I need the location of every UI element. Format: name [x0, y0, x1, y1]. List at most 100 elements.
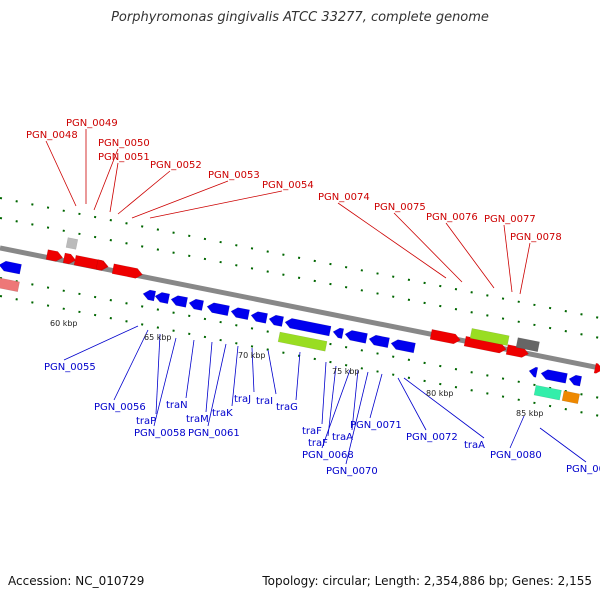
reverse-gene-label: PGN_0056 [94, 402, 146, 413]
gene-arrow [230, 307, 250, 321]
forward-gene-label: PGN_0050 [98, 138, 150, 149]
reverse-gene-label: PGN_0081 [566, 464, 600, 475]
gene-arrow [515, 337, 540, 353]
forward-leader-line [131, 180, 229, 219]
gene-arrow [250, 311, 268, 324]
reverse-gene-label: traA [464, 440, 485, 451]
leader-line-group [45, 129, 587, 465]
reverse-gene-label: traF [302, 426, 322, 437]
scale-tick-label: 70 kbp [238, 351, 266, 360]
forward-gene-label: PGN_0054 [262, 180, 314, 191]
gene-arrow [344, 330, 368, 344]
gene-arrow [65, 237, 79, 250]
gene-arrow [277, 331, 328, 352]
gene-arrow [561, 390, 580, 405]
gene-arrow [268, 314, 285, 327]
reverse-leader-line [351, 369, 359, 431]
gene-arrow [568, 374, 583, 387]
reverse-leader-line [397, 377, 427, 431]
reverse-gene-label: PGN_0080 [490, 450, 542, 461]
forward-gene-label: PGN_0053 [208, 170, 260, 181]
gene-arrow [111, 263, 143, 279]
gene-arrow [0, 277, 20, 293]
scale-tick-label: 65 kbp [144, 333, 172, 342]
scale-tick-label: 80 kbp [426, 389, 454, 398]
reverse-leader-line [267, 349, 277, 395]
reverse-leader-line [345, 371, 369, 465]
reverse-leader-line [321, 369, 351, 449]
forward-gene-label: PGN_0051 [98, 152, 150, 163]
forward-dot-track-inner [0, 217, 600, 339]
gene-arrow [154, 292, 171, 305]
forward-gene-label: PGN_0052 [150, 160, 202, 171]
gene-arrow [390, 339, 416, 354]
gene-arrow [62, 252, 77, 265]
forward-leader-line [109, 162, 119, 213]
gene-arrow [170, 295, 188, 308]
reverse-gene-label: PGN_0071 [350, 420, 402, 431]
forward-leader-line [445, 222, 495, 289]
reverse-leader-line [207, 343, 227, 427]
scale-tick-label: 60 kbp [50, 319, 78, 328]
gene-arrow [593, 362, 600, 374]
gene-arrow [533, 384, 562, 401]
gene-arrow [284, 318, 332, 337]
reverse-leader-line [321, 361, 327, 425]
forward-gene-label: PGN_0078 [510, 232, 562, 243]
gene-arrow [429, 329, 461, 345]
forward-leader-line [45, 140, 77, 207]
reverse-leader-line [185, 339, 195, 399]
reverse-gene-label: traJ [234, 394, 251, 405]
forward-leader-line [93, 148, 119, 211]
forward-gene-label: PGN_0048 [26, 130, 78, 141]
genome-title: Porphyromonas gingivalis ATCC 33277, com… [111, 10, 489, 25]
reverse-leader-line [509, 415, 525, 449]
reverse-gene-label: traG [276, 402, 298, 413]
reverse-gene-label: traM [186, 414, 209, 425]
scale-tick-label: 75 kbp [332, 367, 360, 376]
reverse-gene-label: traP [136, 416, 156, 427]
scale-tick-group: 60 kbp 65 kbp 70 kbp 75 kbp 80 kbp 85 kbp [50, 319, 544, 418]
gene-arrow [206, 302, 230, 317]
reverse-gene-label: traF [308, 438, 328, 449]
reverse-gene-label: PGN_0072 [406, 432, 458, 443]
gene-group [0, 237, 600, 405]
gene-arrow [540, 369, 568, 384]
forward-gene-label: PGN_0074 [318, 192, 370, 203]
gene-arrow [368, 334, 390, 349]
forward-dot-track-outer [0, 197, 600, 319]
reverse-leader-line [295, 351, 301, 401]
reverse-gene-label: traA [332, 432, 353, 443]
reverse-gene-label: traK [212, 408, 233, 419]
scale-tick-label: 85 kbp [516, 409, 544, 418]
reverse-leader-line [205, 341, 213, 413]
gene-arrow [142, 289, 157, 302]
gene-arrow [332, 327, 345, 339]
forward-leader-line [337, 202, 447, 279]
reverse-gene-label: PGN_0055 [44, 362, 96, 373]
gene-arrow [0, 260, 22, 275]
reverse-leader-line [369, 373, 383, 419]
forward-leader-line [503, 224, 513, 293]
reverse-leader-line [539, 427, 587, 463]
reverse-leader-line [155, 333, 161, 415]
gene-arrow [95, 259, 108, 271]
reverse-gene-label: PGN_0061 [188, 428, 240, 439]
reverse-gene-label: traI [256, 396, 273, 407]
reverse-gene-label: PGN_0068 [302, 450, 354, 461]
gene-arrow [45, 249, 64, 262]
gene-arrow [528, 366, 539, 378]
reverse-leader-line [63, 325, 139, 361]
forward-leader-line [149, 190, 283, 219]
forward-leader-line [393, 212, 463, 283]
forward-gene-label: PGN_0075 [374, 202, 426, 213]
reverse-leader-line [231, 345, 239, 407]
reverse-gene-label: PGN_0070 [326, 466, 378, 477]
gene-arrow [469, 328, 510, 346]
reverse-leader-line [251, 347, 255, 393]
gene-arrow [188, 298, 205, 311]
reverse-gene-label: PGN_0058 [134, 428, 186, 439]
